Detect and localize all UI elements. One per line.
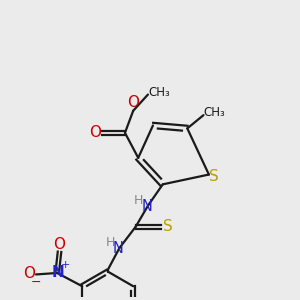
Text: H: H: [134, 194, 143, 207]
Text: −: −: [31, 276, 41, 289]
Text: H: H: [105, 236, 115, 249]
Text: +: +: [61, 260, 70, 270]
Text: S: S: [163, 219, 173, 234]
Text: N: N: [112, 241, 123, 256]
Text: O: O: [53, 237, 65, 252]
Text: N: N: [51, 265, 64, 280]
Text: N: N: [141, 199, 152, 214]
Text: CH₃: CH₃: [148, 86, 170, 99]
Text: O: O: [89, 125, 101, 140]
Text: S: S: [209, 169, 219, 184]
Text: O: O: [23, 266, 35, 281]
Text: CH₃: CH₃: [203, 106, 225, 119]
Text: O: O: [127, 95, 139, 110]
